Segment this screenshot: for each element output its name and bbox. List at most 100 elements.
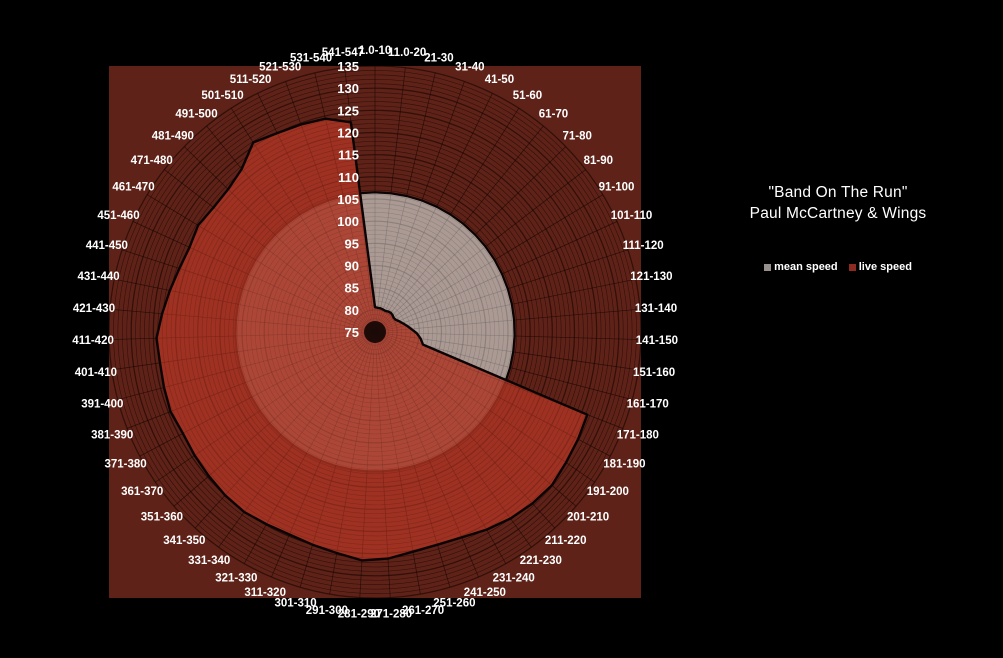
grid-ring: [161, 118, 589, 546]
grid-ring: [361, 318, 389, 346]
grid-ring: [152, 109, 598, 555]
grid-ring: [290, 247, 460, 417]
category-label: 91-100: [599, 181, 635, 193]
category-label: 51-60: [513, 90, 542, 102]
grid-spoke: [121, 249, 376, 333]
grid-ring: [232, 189, 518, 475]
grid-ring: [241, 198, 509, 466]
grid-ring: [170, 127, 580, 537]
radial-tick-label: 120: [337, 126, 359, 141]
grid-spoke: [374, 331, 451, 588]
category-label: 61-70: [539, 109, 568, 121]
radial-tick-label: 85: [345, 281, 359, 296]
category-label: 231-240: [493, 573, 535, 585]
category-label: 461-470: [112, 181, 154, 193]
category-label: 271-280: [370, 609, 412, 621]
grid-spoke: [374, 331, 421, 595]
grid-ring: [299, 256, 451, 408]
grid-spoke: [374, 125, 544, 333]
category-label: 121-130: [630, 271, 672, 283]
grid-ring: [192, 149, 558, 515]
grid-spoke: [344, 67, 376, 333]
radial-tick-label: 100: [337, 214, 359, 229]
category-label: 191-200: [587, 486, 629, 498]
grid-ring: [246, 203, 504, 461]
grid-ring: [122, 79, 628, 585]
grid-spoke: [194, 331, 376, 529]
grid-spoke: [109, 308, 376, 333]
grid-ring: [206, 163, 544, 501]
category-label: 401-410: [75, 367, 117, 379]
grid-ring: [166, 123, 584, 541]
grid-ring: [339, 296, 411, 368]
category-label: 111-120: [623, 240, 664, 252]
grid-spoke: [374, 331, 641, 340]
category-label: 71-80: [562, 131, 591, 143]
category-label: 351-360: [141, 512, 183, 524]
category-label: 501-510: [201, 90, 243, 102]
grid-spoke: [243, 331, 376, 564]
grid-ring: [334, 291, 416, 373]
grid-ring: [135, 92, 615, 572]
grid-spoke: [374, 331, 479, 578]
grid-ring: [188, 145, 562, 519]
category-label: 161-170: [627, 399, 669, 411]
grid-ring: [325, 282, 425, 382]
grid-ring: [255, 212, 495, 452]
radial-tick-label: 80: [345, 303, 359, 318]
radial-tick-label: 110: [338, 170, 359, 185]
grid-ring: [352, 309, 398, 355]
category-label: 531-540: [290, 52, 332, 64]
grid-spoke: [257, 93, 376, 333]
grid-spoke: [329, 331, 376, 595]
grid-spoke: [374, 221, 618, 333]
category-label: 481-490: [152, 131, 194, 143]
category-label: 221-230: [520, 555, 562, 567]
category-label: 441-450: [86, 240, 128, 252]
grid-spoke: [285, 81, 376, 333]
category-label: 41-50: [485, 74, 514, 86]
grid-spoke: [206, 125, 376, 333]
category-label: 371-380: [104, 459, 146, 471]
grid-ring: [250, 207, 500, 457]
grid-ring: [126, 83, 624, 581]
grid-spoke: [374, 331, 507, 564]
category-label: 331-340: [188, 555, 230, 567]
grid-ring: [259, 216, 491, 448]
grid-spoke: [374, 331, 532, 548]
grid-ring: [356, 313, 394, 351]
category-label: 431-440: [77, 271, 119, 283]
category-label: 511-520: [230, 74, 272, 86]
grid-spoke: [314, 72, 376, 333]
category-label: 381-390: [91, 429, 133, 441]
category-label: 11.0-20: [388, 47, 426, 59]
grid-ring: [179, 136, 571, 528]
category-label: 261-270: [402, 605, 444, 617]
center-hub: [364, 321, 386, 343]
grid-ring: [277, 234, 473, 430]
grid-spoke: [126, 331, 376, 429]
grid-ring: [294, 251, 456, 413]
grid-spoke: [374, 249, 629, 333]
grid-ring: [113, 70, 637, 594]
grid-spoke: [230, 108, 376, 333]
grid-spoke: [109, 331, 376, 340]
category-label: 211-220: [545, 535, 587, 547]
grid-spoke: [374, 108, 520, 333]
grid-ring: [343, 300, 407, 364]
radial-tick-label: 125: [337, 103, 359, 118]
grid-ring: [281, 238, 469, 426]
grid-spoke: [374, 67, 406, 333]
polar-grid-overlay: [109, 66, 641, 598]
grid-ring: [215, 172, 535, 492]
grid-spoke: [271, 331, 376, 578]
grid-ring: [268, 225, 482, 439]
category-label: 1.0-10: [359, 45, 392, 57]
mean-speed-swatch-icon: [764, 263, 772, 271]
category-label: 451-460: [97, 210, 139, 222]
category-label: 521-530: [259, 61, 301, 73]
category-label: 171-180: [617, 429, 659, 441]
category-label: 541-547: [322, 47, 364, 59]
category-label: 101-110: [611, 210, 653, 222]
grid-spoke: [155, 331, 376, 483]
